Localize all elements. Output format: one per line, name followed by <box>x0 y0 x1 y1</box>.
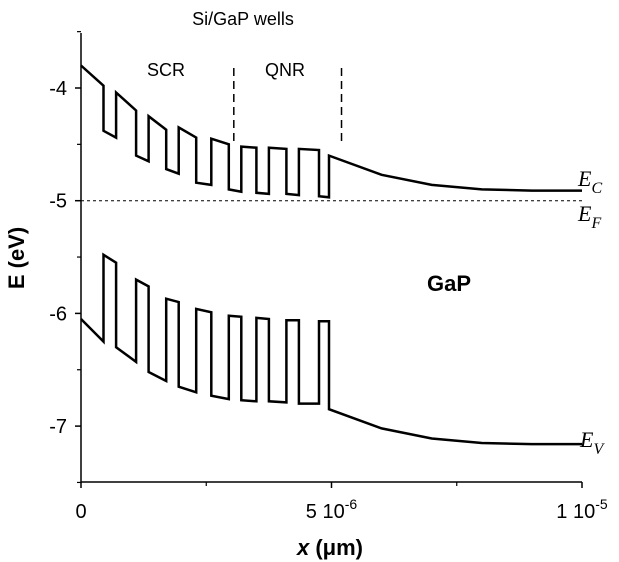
wells-annotation: Si/GaP wells <box>192 9 294 29</box>
x-tick-label: 1 10-5 <box>556 496 608 523</box>
x-axis-label-unit: (μm) <box>309 535 363 560</box>
y-tick-label: -7 <box>49 416 67 438</box>
svg-text:EC: EC <box>577 166 602 197</box>
svg-text:EV: EV <box>579 427 605 458</box>
y-tick-label: -4 <box>49 78 67 100</box>
ef-label-main: E <box>577 201 592 226</box>
svg-text:EF: EF <box>577 201 601 232</box>
valence-band-line <box>80 252 582 446</box>
x-axis-label-var: x <box>296 535 310 560</box>
ec-label-main: E <box>577 166 592 191</box>
scr-annotation: SCR <box>147 60 185 80</box>
ef-label-sub: F <box>590 215 601 232</box>
y-tick-label: -6 <box>49 303 67 325</box>
ev-label: EV <box>579 427 605 458</box>
y-axis-label: E (eV) <box>4 227 29 289</box>
material-annotation: GaP <box>427 271 471 296</box>
x-ticks: 0 5 10-6 1 10-5 <box>75 482 608 523</box>
ec-label: EC <box>577 166 602 197</box>
conduction-band-line <box>80 64 582 199</box>
ev-label-sub: V <box>593 441 605 458</box>
x-tick-label: 5 10-6 <box>306 496 358 523</box>
ec-label-sub: C <box>591 180 602 197</box>
ev-label-main: E <box>579 427 594 452</box>
qnr-annotation: QNR <box>265 60 305 80</box>
y-ticks: -4 -5 -6 -7 <box>49 31 81 484</box>
y-tick-label: -5 <box>49 191 67 213</box>
band-curves <box>80 64 582 446</box>
x-axis-label: x (μm) <box>296 535 363 560</box>
x-tick-label: 0 <box>75 501 86 523</box>
ef-label: EF <box>577 201 601 232</box>
